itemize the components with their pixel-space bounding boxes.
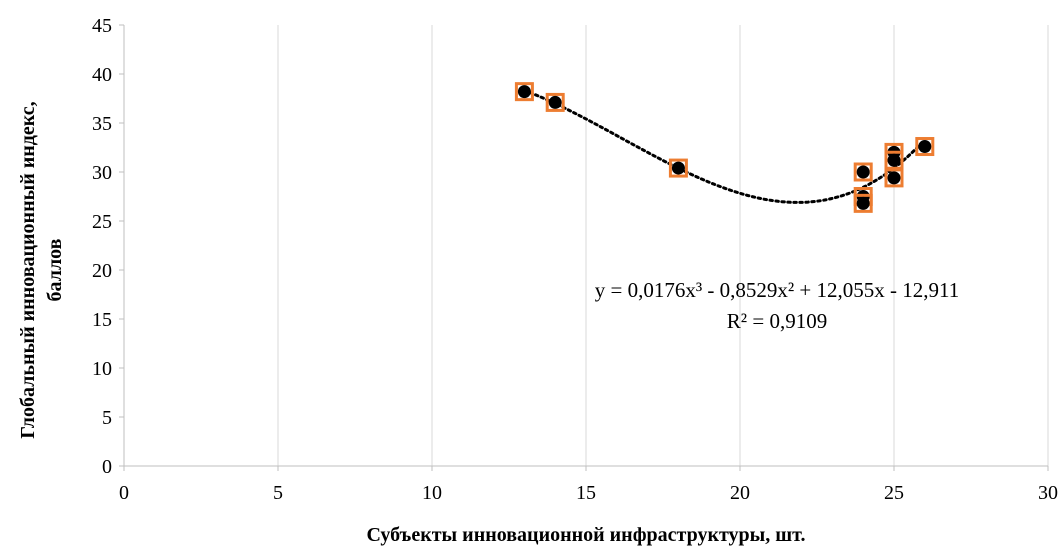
x-tick-30: 30: [1038, 482, 1058, 504]
trendline-r-squared: R² = 0,9109: [727, 309, 827, 333]
y-tick-40: 40: [92, 64, 112, 86]
trendline-equation: y = 0,0176x³ - 0,8529x² + 12,055x - 12,9…: [595, 278, 960, 302]
x-tick-labels: 0 5 10 15 20 25 30: [119, 482, 1058, 504]
x-tick-10: 10: [422, 482, 442, 504]
data-point-square-1: [545, 92, 565, 112]
data-point-square-3: [853, 162, 873, 182]
y-tick-30: 30: [92, 162, 112, 184]
x-axis-label: Субъекты инновационной инфраструктуры, ш…: [366, 524, 805, 546]
x-tick-25: 25: [884, 482, 904, 504]
data-point-9: [918, 140, 932, 154]
x-tick-5: 5: [273, 482, 283, 504]
data-point-2: [671, 161, 685, 175]
gridlines: [277, 25, 1049, 466]
y-tick-35: 35: [92, 113, 112, 135]
x-tick-20: 20: [730, 482, 750, 504]
data-point-0: [517, 85, 531, 99]
y-tick-10: 10: [92, 358, 112, 380]
data-point-square-9: [915, 137, 935, 157]
data-point-square-8: [884, 168, 904, 188]
data-points: [514, 82, 935, 213]
data-point-square-5: [853, 193, 873, 213]
y-tick-0: 0: [102, 456, 112, 478]
y-tick-5: 5: [102, 407, 112, 429]
trendline-group: [522, 88, 927, 204]
data-point-square-0: [514, 82, 534, 102]
trendline: [522, 88, 927, 204]
x-tick-0: 0: [119, 482, 129, 504]
data-point-7: [887, 153, 901, 167]
data-point-5: [856, 196, 870, 210]
y-tick-25: 25: [92, 211, 112, 233]
axes: [119, 24, 1049, 471]
data-point-square-7: [884, 150, 904, 170]
y-tick-45: 45: [92, 15, 112, 37]
data-point-3: [856, 165, 870, 179]
x-tick-15: 15: [576, 482, 596, 504]
y-axis-label-line-2: баллов: [44, 238, 66, 301]
y-axis-label-line-1: Глобальный инновационный индекс,: [17, 101, 39, 438]
y-tick-20: 20: [92, 260, 112, 282]
data-point-square-2: [668, 158, 688, 178]
y-tick-15: 15: [92, 309, 112, 331]
data-point-8: [887, 171, 901, 185]
y-tick-labels: 0 5 10 15 20 25 30 35 40 45: [92, 15, 112, 478]
data-point-1: [548, 95, 562, 109]
